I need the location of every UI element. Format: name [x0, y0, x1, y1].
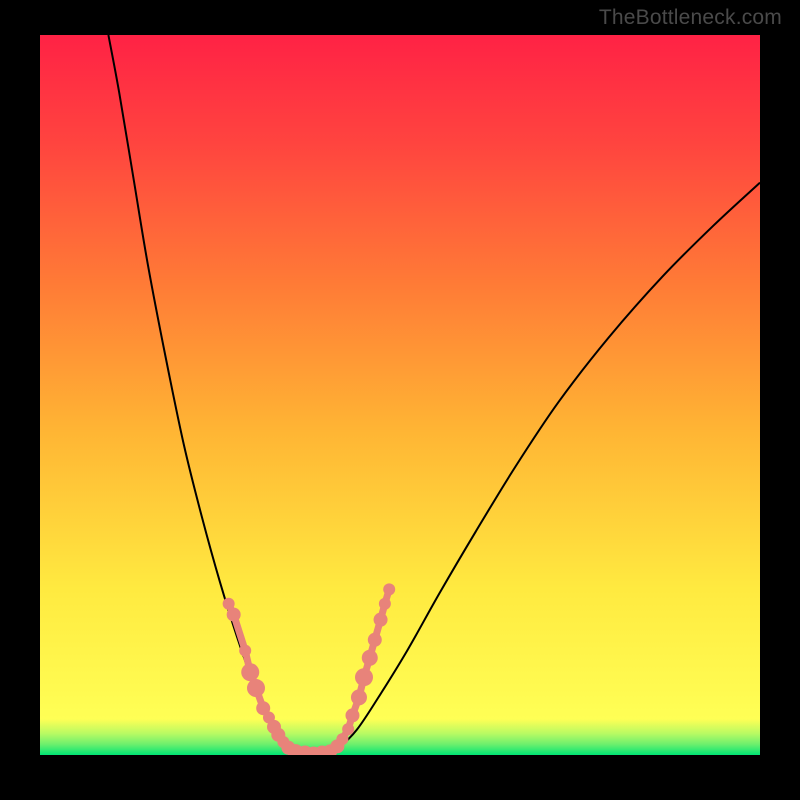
plot-area: [40, 35, 760, 755]
watermark-text: TheBottleneck.com: [599, 6, 782, 30]
chart-frame: TheBottleneck.com: [0, 0, 800, 800]
chart-background-gradient: [40, 35, 760, 755]
